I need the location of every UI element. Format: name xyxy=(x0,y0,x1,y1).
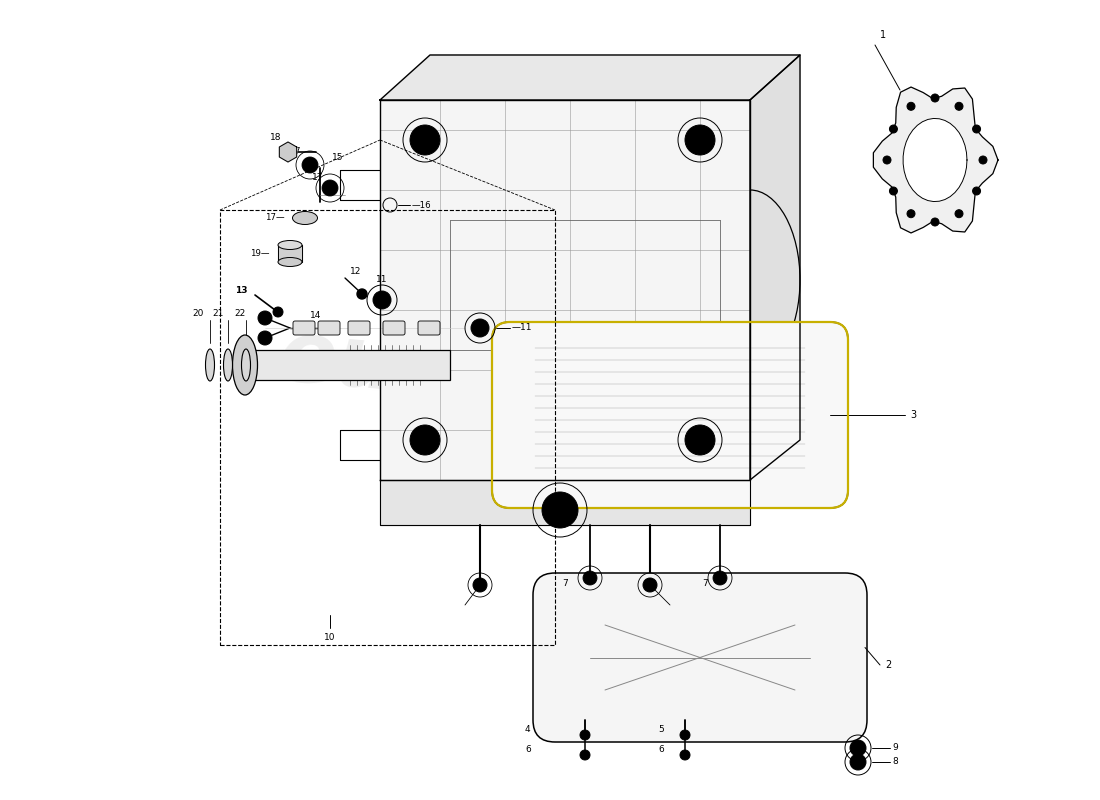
Polygon shape xyxy=(873,87,998,233)
Circle shape xyxy=(410,425,440,455)
Ellipse shape xyxy=(206,349,214,381)
Text: 2: 2 xyxy=(886,660,891,670)
Polygon shape xyxy=(903,118,967,202)
Circle shape xyxy=(273,307,283,317)
Text: 14: 14 xyxy=(310,310,321,319)
Text: 13: 13 xyxy=(235,286,248,294)
Text: 19—: 19— xyxy=(251,249,270,258)
Text: 4: 4 xyxy=(525,726,530,734)
FancyBboxPatch shape xyxy=(293,321,315,335)
Circle shape xyxy=(358,289,367,299)
Circle shape xyxy=(972,187,980,195)
Polygon shape xyxy=(379,480,750,525)
Polygon shape xyxy=(379,55,800,100)
Circle shape xyxy=(883,156,891,164)
Circle shape xyxy=(542,492,578,528)
Text: 8: 8 xyxy=(892,758,898,766)
Circle shape xyxy=(583,571,597,585)
Circle shape xyxy=(680,730,690,740)
Circle shape xyxy=(410,125,440,155)
Text: 9: 9 xyxy=(892,743,898,753)
Circle shape xyxy=(890,187,898,195)
Polygon shape xyxy=(750,55,800,480)
Text: 18: 18 xyxy=(270,134,282,142)
FancyBboxPatch shape xyxy=(318,321,340,335)
Circle shape xyxy=(979,156,987,164)
Text: 5: 5 xyxy=(658,726,663,734)
FancyBboxPatch shape xyxy=(245,350,450,380)
FancyBboxPatch shape xyxy=(418,321,440,335)
Text: —11: —11 xyxy=(512,323,532,333)
Text: a passion for parts since 1985: a passion for parts since 1985 xyxy=(390,451,650,489)
Text: 15: 15 xyxy=(332,154,343,162)
Circle shape xyxy=(850,754,866,770)
Text: 20: 20 xyxy=(192,309,204,318)
FancyBboxPatch shape xyxy=(492,322,848,508)
Circle shape xyxy=(580,750,590,760)
Circle shape xyxy=(972,125,980,133)
Text: 17—: 17— xyxy=(265,214,285,222)
Text: 7: 7 xyxy=(702,578,707,587)
Circle shape xyxy=(931,94,939,102)
Circle shape xyxy=(258,311,272,325)
Text: 1: 1 xyxy=(880,30,887,40)
Circle shape xyxy=(680,750,690,760)
Circle shape xyxy=(685,425,715,455)
Circle shape xyxy=(580,730,590,740)
Polygon shape xyxy=(278,245,303,262)
Text: 22: 22 xyxy=(234,309,245,318)
Ellipse shape xyxy=(223,349,232,381)
Circle shape xyxy=(685,125,715,155)
Circle shape xyxy=(713,571,727,585)
FancyBboxPatch shape xyxy=(348,321,370,335)
Ellipse shape xyxy=(278,258,303,266)
Text: 6: 6 xyxy=(525,746,530,754)
Text: 21: 21 xyxy=(212,309,223,318)
Circle shape xyxy=(955,210,962,218)
Text: 6: 6 xyxy=(658,746,663,754)
FancyBboxPatch shape xyxy=(534,573,867,742)
Circle shape xyxy=(908,210,915,218)
Ellipse shape xyxy=(242,349,251,381)
Polygon shape xyxy=(279,142,297,162)
Text: —16: —16 xyxy=(412,201,431,210)
Circle shape xyxy=(931,218,939,226)
Text: 12: 12 xyxy=(350,267,362,277)
Circle shape xyxy=(473,578,487,592)
Ellipse shape xyxy=(278,241,303,250)
Polygon shape xyxy=(379,100,750,480)
Text: 7: 7 xyxy=(562,578,568,587)
Circle shape xyxy=(471,319,490,337)
Circle shape xyxy=(850,740,866,756)
Circle shape xyxy=(322,180,338,196)
Circle shape xyxy=(644,578,657,592)
Circle shape xyxy=(955,102,962,110)
Circle shape xyxy=(908,102,915,110)
Text: 10: 10 xyxy=(324,633,336,642)
Circle shape xyxy=(373,291,390,309)
Text: 3: 3 xyxy=(910,410,916,420)
Text: 17: 17 xyxy=(290,147,301,157)
Circle shape xyxy=(258,331,272,345)
Ellipse shape xyxy=(293,211,318,225)
Ellipse shape xyxy=(232,335,257,395)
Text: eurospares: eurospares xyxy=(275,315,825,445)
Text: 17: 17 xyxy=(312,174,323,182)
Circle shape xyxy=(302,157,318,173)
Text: 11: 11 xyxy=(376,275,387,285)
FancyBboxPatch shape xyxy=(383,321,405,335)
Circle shape xyxy=(890,125,898,133)
